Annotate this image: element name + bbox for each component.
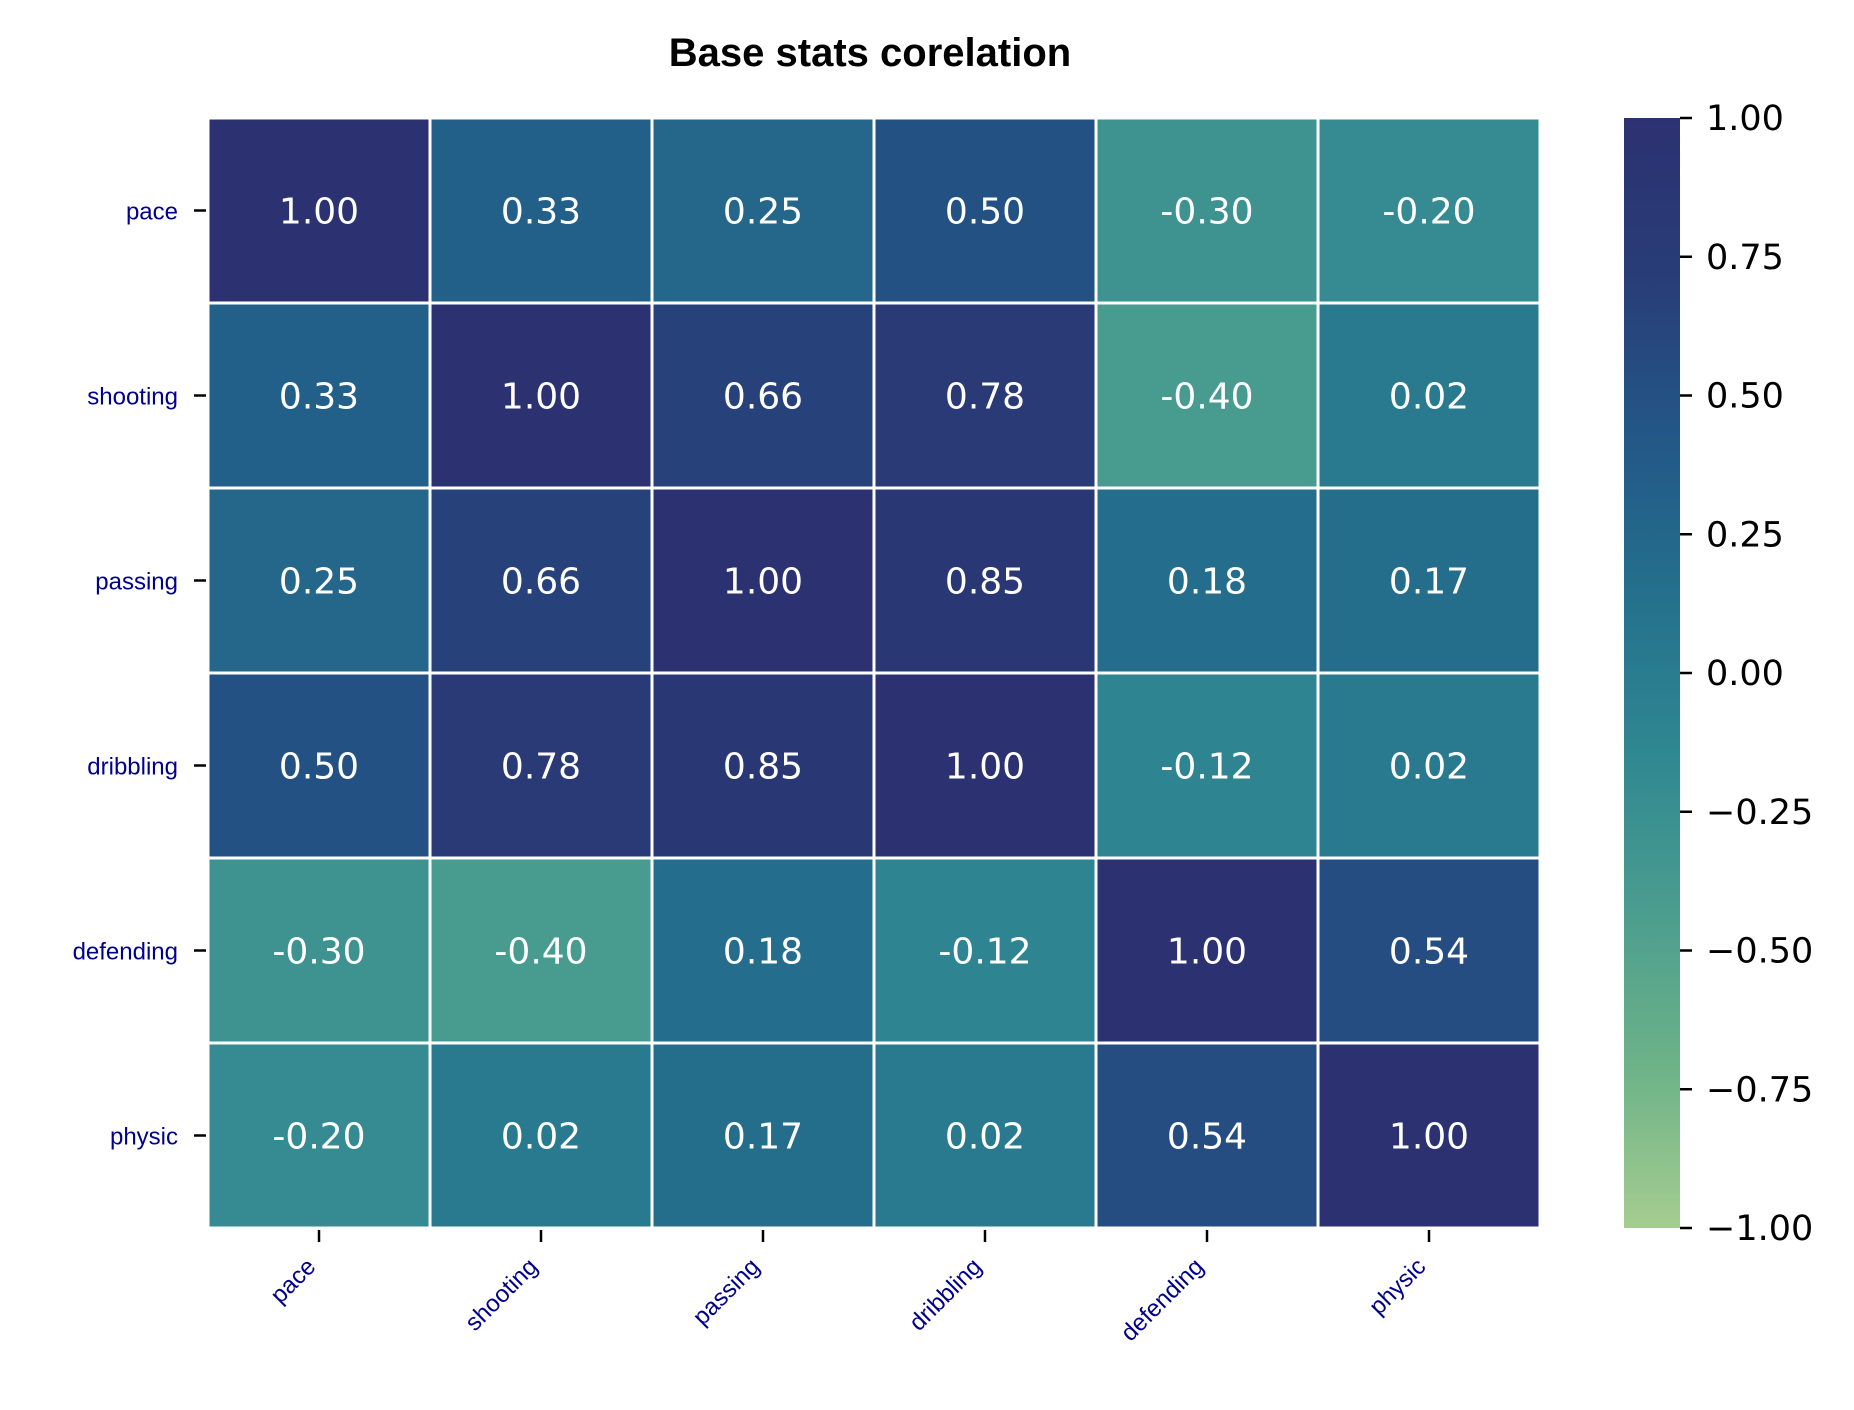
y-tick-label: pace <box>126 199 178 226</box>
y-tick-label: dribbling <box>87 754 178 781</box>
x-tick-label: pace <box>265 1253 321 1309</box>
colorbar-tick-label: 0.75 <box>1706 238 1784 278</box>
heatmap-cell-physic-dribbling <box>872 1041 1098 1230</box>
x-tick-label: dribbling <box>904 1253 987 1336</box>
cell-value-label: 0.02 <box>1389 377 1469 418</box>
cell-value-label: -0.30 <box>1160 192 1253 233</box>
x-tick-label: shooting <box>460 1253 543 1336</box>
cell-value-label: 0.25 <box>279 562 359 603</box>
heatmap-cell-physic-defending <box>1094 1041 1320 1230</box>
y-tick-label: physic <box>110 1124 178 1151</box>
heatmap-cell-shooting-dribbling <box>872 301 1098 490</box>
heatmap-cell-physic-pace <box>206 1041 432 1230</box>
x-axis: pace shooting passing dribbling defending phy… <box>265 1230 1431 1347</box>
heatmap-cell-pace-shooting <box>428 116 654 305</box>
heatmap-cell-defending-physic <box>1316 856 1542 1045</box>
cell-value-label: 0.18 <box>1167 562 1247 603</box>
heatmap-cell-pace-physic <box>1316 116 1542 305</box>
cell-value-label: 0.66 <box>501 562 581 603</box>
colorbar-gradient <box>1624 118 1680 1228</box>
cell-value-label: 0.17 <box>1389 562 1469 603</box>
cell-value-label: -0.40 <box>494 932 587 973</box>
colorbar-tick-label: 1.00 <box>1706 99 1784 139</box>
cell-value-label: 0.50 <box>945 192 1025 233</box>
cell-value-label: 0.17 <box>723 1117 803 1158</box>
cell-value-label: 1.00 <box>1167 932 1247 973</box>
heatmap-cell-defending-defending <box>1094 856 1320 1045</box>
colorbar-tick-label: 0.50 <box>1706 377 1784 417</box>
heatmap-cell-dribbling-pace <box>206 671 432 860</box>
cell-value-label: 1.00 <box>945 747 1025 788</box>
cell-value-label: -0.12 <box>1160 747 1253 788</box>
heatmap-grid: 1.00 0.33 0.25 0.50 -0.30 -0.20 0.33 1.00 0.66 0.… <box>206 116 1542 1230</box>
heatmap-cell-dribbling-defending <box>1094 671 1320 860</box>
cell-value-label: 0.50 <box>279 747 359 788</box>
cell-value-label: 0.02 <box>1389 747 1469 788</box>
colorbar-tick-label: 0.25 <box>1706 515 1784 555</box>
cell-value-label: -0.40 <box>1160 377 1253 418</box>
cell-value-label: 0.54 <box>1167 1117 1247 1158</box>
cell-value-label: 0.33 <box>279 377 359 418</box>
heatmap-cell-defending-dribbling <box>872 856 1098 1045</box>
heatmap-cell-dribbling-passing <box>650 671 876 860</box>
colorbar-tick-label: −1.00 <box>1706 1209 1813 1249</box>
heatmap-cell-dribbling-shooting <box>428 671 654 860</box>
y-axis: pace shooting passing dribbling defending phy… <box>73 199 206 1151</box>
cell-value-label: 0.18 <box>723 932 803 973</box>
y-tick-label: defending <box>73 939 178 966</box>
cell-value-label: -0.30 <box>272 932 365 973</box>
heatmap-cell-physic-physic <box>1316 1041 1542 1230</box>
heatmap-cell-pace-dribbling <box>872 116 1098 305</box>
heatmap-cell-defending-pace <box>206 856 432 1045</box>
cell-value-label: 1.00 <box>723 562 803 603</box>
y-tick-label: shooting <box>87 384 178 411</box>
x-tick-label: physic <box>1364 1253 1431 1320</box>
cell-value-label: 0.02 <box>501 1117 581 1158</box>
cell-value-label: -0.20 <box>272 1117 365 1158</box>
cell-value-label: 0.33 <box>501 192 581 233</box>
x-tick-label: passing <box>688 1253 766 1331</box>
heatmap-cell-passing-defending <box>1094 486 1320 675</box>
colorbar-tick-label: 0.00 <box>1706 654 1784 694</box>
cell-value-label: 1.00 <box>1389 1117 1469 1158</box>
heatmap-cell-pace-passing <box>650 116 876 305</box>
heatmap-cell-shooting-shooting <box>428 301 654 490</box>
chart-title: Base stats corelation <box>669 31 1071 75</box>
colorbar-tick-label: −0.50 <box>1706 932 1813 972</box>
heatmap-cell-dribbling-physic <box>1316 671 1542 860</box>
cell-value-label: 1.00 <box>279 192 359 233</box>
colorbar-tick-label: −0.25 <box>1706 793 1813 833</box>
heatmap-cell-passing-shooting <box>428 486 654 675</box>
cell-value-label: -0.20 <box>1382 192 1475 233</box>
x-tick-label: defending <box>1116 1253 1210 1347</box>
y-tick-label: passing <box>95 569 178 596</box>
cell-value-label: 0.54 <box>1389 932 1469 973</box>
heatmap-cell-passing-dribbling <box>872 486 1098 675</box>
colorbar: 1.00 0.75 0.50 0.25 0.00 −0.25 −0.50 −0.75 −1.00 <box>1624 99 1813 1249</box>
cell-value-label: 0.85 <box>945 562 1025 603</box>
heatmap-cell-defending-passing <box>650 856 876 1045</box>
heatmap-cell-shooting-physic <box>1316 301 1542 490</box>
cell-value-label: -0.12 <box>938 932 1031 973</box>
cell-value-label: 0.78 <box>945 377 1025 418</box>
cell-value-label: 0.02 <box>945 1117 1025 1158</box>
cell-value-label: 0.85 <box>723 747 803 788</box>
cell-value-label: 0.25 <box>723 192 803 233</box>
heatmap-cell-pace-pace <box>206 116 432 305</box>
colorbar-tick-label: −0.75 <box>1706 1070 1813 1110</box>
cell-value-label: 1.00 <box>501 377 581 418</box>
cell-value-label: 0.66 <box>723 377 803 418</box>
heatmap-cell-dribbling-dribbling <box>872 671 1098 860</box>
cell-value-label: 0.78 <box>501 747 581 788</box>
heatmap-cell-passing-physic <box>1316 486 1542 675</box>
